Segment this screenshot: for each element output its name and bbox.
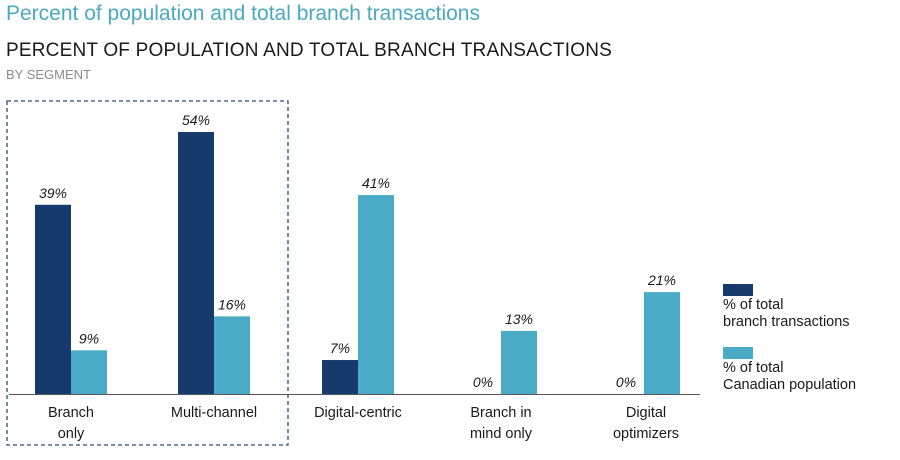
bar-s1-c4	[644, 292, 680, 394]
category-label-0: Branch only	[48, 405, 94, 442]
bar-s1-c0	[71, 350, 107, 394]
value-label-s0-c2: 7%	[330, 340, 350, 356]
bar-s1-c3	[501, 330, 537, 394]
value-label-s0-c1: 54%	[182, 112, 210, 128]
bar-s0-c0	[35, 204, 71, 394]
legend-label-canadian-population: % of total Canadian population	[723, 360, 857, 393]
value-label-s1-c0: 9%	[79, 330, 99, 346]
legend-label-branch-transactions: % of total branch transactions	[723, 297, 850, 330]
legend-item-branch-transactions: % of total branch transactions	[723, 284, 850, 331]
bar-s0-c1	[178, 132, 214, 394]
legend-swatch-dark	[723, 284, 753, 296]
legend-item-canadian-population: % of total Canadian population	[723, 347, 856, 394]
bar-s1-c2	[358, 195, 394, 394]
value-label-s0-c4: 0%	[616, 374, 636, 390]
category-label-4: Digital optimizers	[613, 405, 679, 442]
value-label-s1-c3: 13%	[505, 311, 533, 327]
value-label-s0-c0: 39%	[39, 185, 67, 201]
legend-swatch-light	[723, 347, 753, 359]
value-label-s1-c4: 21%	[647, 272, 676, 288]
chart-title: PERCENT OF POPULATION AND TOTAL BRANCH T…	[6, 40, 612, 61]
category-label-1: Multi-channel	[171, 405, 257, 421]
category-label-3: Branch in mind only	[470, 405, 533, 442]
value-label-s1-c2: 41%	[362, 175, 390, 191]
bar-s1-c1	[214, 316, 250, 394]
highlight-box	[6, 100, 289, 446]
category-label-2: Digital-centric	[314, 405, 402, 421]
value-label-s0-c3: 0%	[473, 374, 493, 390]
bar-s0-c2	[322, 360, 358, 394]
page-title: Percent of population and total branch t…	[6, 2, 480, 25]
value-label-s1-c1: 16%	[218, 296, 246, 312]
chart-subtitle: BY SEGMENT	[6, 67, 92, 82]
